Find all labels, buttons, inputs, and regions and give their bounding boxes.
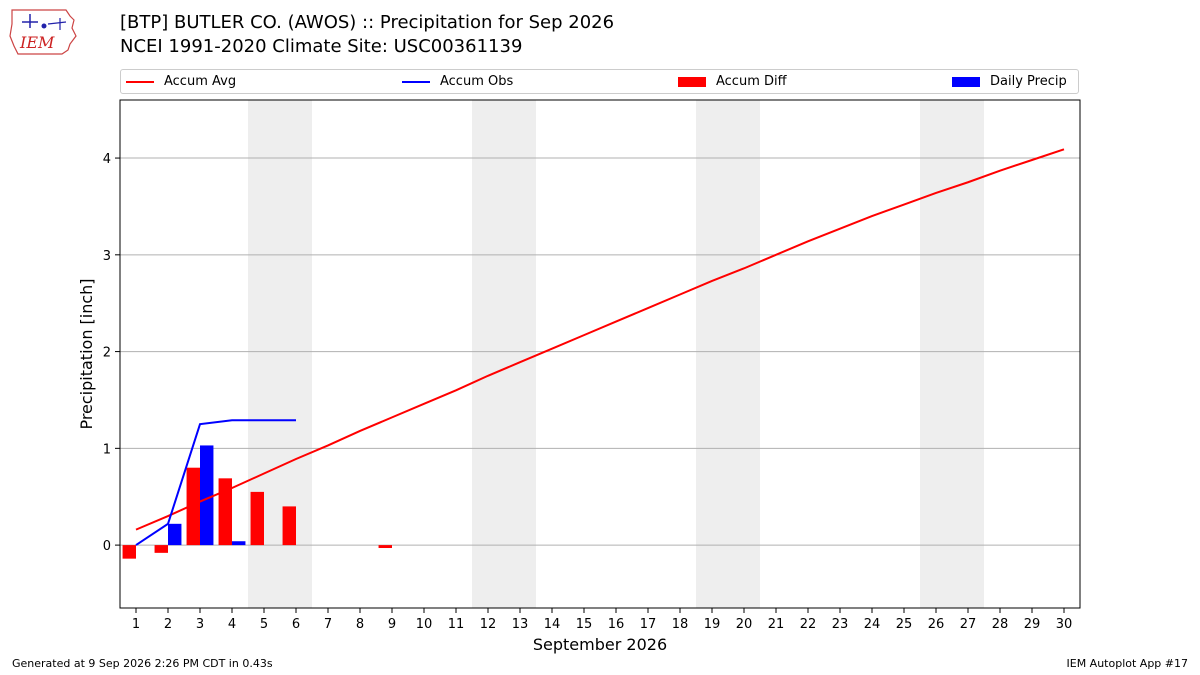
legend-label-daily-precip: Daily Precip [990, 74, 1067, 89]
legend-swatch-accum-obs [402, 80, 430, 83]
x-tick-label-21: 21 [768, 617, 785, 632]
x-tick-label-12: 12 [480, 617, 497, 632]
legend-swatch-daily-precip [952, 76, 980, 87]
legend-label-accum-avg: Accum Avg [164, 74, 237, 89]
legend-item-accum-avg: Accum Avg [126, 74, 236, 89]
legend-item-accum-diff: Accum Diff [678, 74, 787, 89]
legend-label-accum-diff: Accum Diff [716, 74, 787, 89]
x-tick-label-2: 2 [164, 617, 172, 632]
x-tick-label-5: 5 [260, 617, 268, 632]
x-tick-label-13: 13 [512, 617, 529, 632]
accum-diff-bar-day-1 [122, 545, 136, 559]
y-tick-label-0: 0 [103, 539, 111, 554]
accum-diff-bar-day-2 [154, 545, 168, 553]
x-tick-label-11: 11 [448, 617, 465, 632]
daily-precip-bar-day-2 [168, 523, 182, 546]
legend-item-accum-obs: Accum Obs [402, 74, 513, 89]
x-tick-label-23: 23 [832, 617, 849, 632]
x-tick-label-27: 27 [960, 617, 977, 632]
generated-timestamp: Generated at 9 Sep 2026 2:26 PM CDT in 0… [12, 657, 273, 670]
daily-precip-bar-day-3 [200, 445, 214, 546]
x-tick-label-3: 3 [196, 617, 204, 632]
x-tick-label-17: 17 [640, 617, 657, 632]
x-tick-label-26: 26 [928, 617, 945, 632]
y-tick-label-3: 3 [103, 249, 111, 264]
x-tick-label-28: 28 [992, 617, 1009, 632]
y-axis-label: Precipitation [inch] [77, 278, 96, 429]
x-tick-label-20: 20 [736, 617, 753, 632]
x-tick-label-10: 10 [416, 617, 433, 632]
x-axis-label: September 2026 [533, 635, 667, 654]
plot-frame [119, 99, 1081, 609]
x-tick-label-8: 8 [356, 617, 364, 632]
chart-legend: Accum Avg Accum Obs Accum Diff Daily Pre… [120, 69, 1079, 94]
legend-item-daily-precip: Daily Precip [952, 74, 1067, 89]
chart-subtitle: NCEI 1991-2020 Climate Site: USC00361139 [120, 36, 523, 57]
x-tick-label-15: 15 [576, 617, 593, 632]
x-tick-label-4: 4 [228, 617, 236, 632]
accum-obs-line [135, 419, 296, 546]
accum-avg-line [135, 148, 1065, 531]
iem-logo: IEM [8, 6, 80, 62]
accum-diff-bar-day-6 [282, 506, 296, 546]
x-tick-label-19: 19 [704, 617, 721, 632]
accum-diff-bar-day-5 [250, 491, 264, 546]
x-tick-label-30: 30 [1056, 617, 1073, 632]
x-tick-label-6: 6 [292, 617, 300, 632]
svg-text:IEM: IEM [19, 33, 55, 52]
accum-diff-bar-day-9 [378, 545, 392, 549]
y-tick-label-4: 4 [103, 152, 111, 167]
weekend-shade-2 [696, 100, 760, 608]
legend-swatch-accum-diff [678, 76, 706, 87]
app-credit: IEM Autoplot App #17 [1066, 657, 1189, 670]
x-tick-label-7: 7 [324, 617, 332, 632]
x-tick-label-16: 16 [608, 617, 625, 632]
x-tick-label-29: 29 [1024, 617, 1041, 632]
legend-swatch-accum-avg [126, 80, 154, 83]
weekend-shade-1 [472, 100, 536, 608]
accum-diff-bar-day-3 [186, 467, 200, 546]
legend-label-accum-obs: Accum Obs [440, 74, 514, 89]
weekend-shade-3 [920, 100, 984, 608]
daily-precip-bar-day-4 [232, 541, 246, 546]
x-tick-label-18: 18 [672, 617, 689, 632]
y-tick-label-1: 1 [103, 442, 111, 457]
chart-title: [BTP] BUTLER CO. (AWOS) :: Precipitation… [120, 12, 615, 33]
x-tick-label-22: 22 [800, 617, 817, 632]
y-tick-label-2: 2 [103, 346, 111, 361]
x-tick-label-14: 14 [544, 617, 561, 632]
x-tick-label-9: 9 [388, 617, 396, 632]
x-tick-label-24: 24 [864, 617, 881, 632]
x-tick-label-1: 1 [132, 617, 140, 632]
x-tick-label-25: 25 [896, 617, 913, 632]
accum-diff-bar-day-4 [218, 478, 232, 546]
